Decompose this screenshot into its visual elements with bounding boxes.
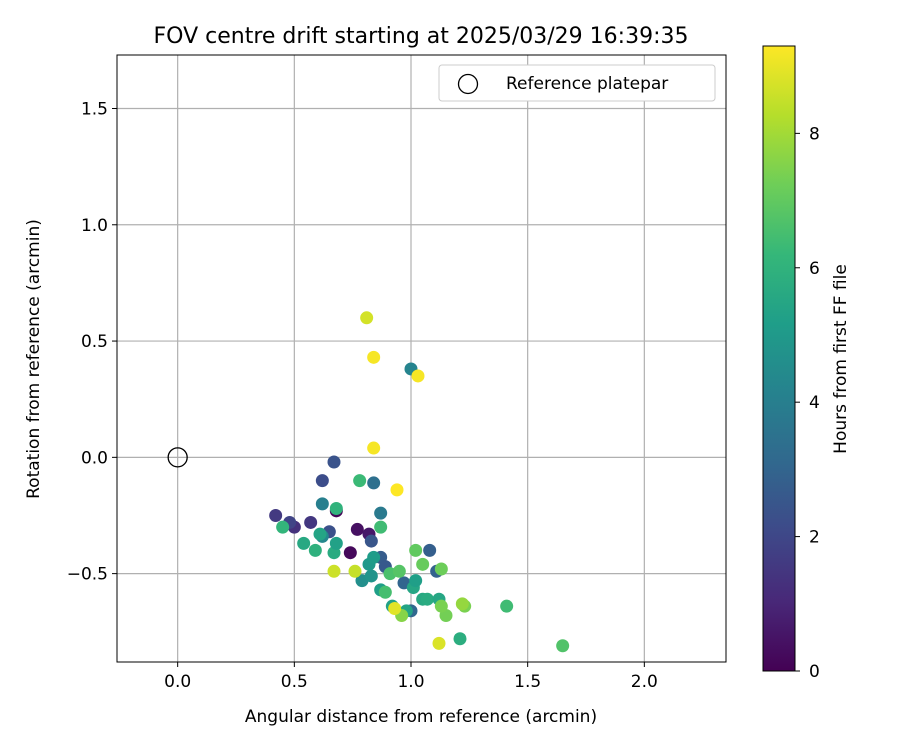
- x-tick-label: 2.0: [631, 672, 658, 692]
- data-point: [411, 369, 425, 383]
- data-point: [388, 602, 402, 616]
- data-point: [364, 534, 378, 548]
- data-point: [434, 562, 448, 576]
- data-point: [308, 543, 322, 557]
- data-point: [390, 483, 404, 497]
- data-point: [367, 476, 381, 490]
- data-point: [434, 599, 448, 613]
- data-point: [392, 564, 406, 578]
- data-point: [367, 441, 381, 455]
- data-point: [360, 311, 374, 325]
- data-point: [304, 515, 318, 529]
- data-point: [409, 543, 423, 557]
- data-point: [348, 564, 362, 578]
- data-point: [343, 546, 357, 560]
- data-point: [453, 632, 467, 646]
- data-point: [367, 550, 381, 564]
- x-tick-label: 1.0: [397, 672, 424, 692]
- y-tick-label: 1.0: [81, 216, 108, 236]
- y-tick-label: 0.5: [81, 332, 108, 352]
- data-point: [367, 350, 381, 364]
- colorbar-gradient: [762, 45, 796, 672]
- colorbar-tick-label: 8: [809, 124, 820, 144]
- points-layer: [269, 311, 570, 653]
- legend: Reference platepar: [438, 64, 716, 102]
- data-point: [313, 527, 327, 541]
- data-point: [327, 564, 341, 578]
- reference-layer: [167, 447, 188, 468]
- data-point: [420, 592, 434, 606]
- colorbar-label: Hours from first FF file: [831, 264, 851, 454]
- colorbar: 0 2 4 6 8 Hours from first FF file: [762, 45, 851, 682]
- data-point: [423, 543, 437, 557]
- data-point: [500, 599, 514, 613]
- grid-layer: [117, 55, 726, 662]
- plot-area-frame: [116, 54, 727, 663]
- data-point: [276, 520, 290, 534]
- x-axis-ticks: 0.0 0.5 1.0 1.5 2.0: [164, 662, 658, 692]
- data-point: [378, 585, 392, 599]
- data-point: [374, 506, 388, 520]
- y-tick-label: 1.5: [81, 99, 108, 119]
- data-point: [269, 508, 283, 522]
- data-point: [350, 522, 364, 536]
- data-point: [556, 639, 570, 653]
- data-point: [315, 474, 329, 488]
- data-point: [374, 520, 388, 534]
- y-axis-label: Rotation from reference (arcmin): [24, 219, 44, 499]
- data-point: [315, 497, 329, 511]
- y-tick-label: −0.5: [67, 565, 108, 585]
- data-point: [416, 557, 430, 571]
- data-point: [329, 536, 343, 550]
- data-point: [364, 569, 378, 583]
- data-point: [353, 474, 367, 488]
- colorbar-tick-label: 2: [809, 528, 820, 548]
- data-point: [327, 455, 341, 469]
- legend-label: Reference platepar: [506, 74, 668, 94]
- data-point: [409, 574, 423, 588]
- reference-platepar-marker: [167, 447, 188, 468]
- colorbar-tick-label: 0: [809, 662, 820, 682]
- legend-marker-open-circle: [457, 73, 479, 95]
- data-point: [455, 597, 469, 611]
- x-tick-label: 1.5: [514, 672, 541, 692]
- colorbar-tick-label: 6: [809, 259, 820, 279]
- colorbar-ticks: 0 2 4 6 8: [795, 124, 820, 682]
- y-axis-ticks: −0.5 0.0 0.5 1.0 1.5: [67, 99, 117, 585]
- x-tick-label: 0.5: [281, 672, 308, 692]
- data-point: [329, 502, 343, 516]
- data-point: [297, 536, 311, 550]
- legend-box: [438, 64, 716, 102]
- y-tick-label: 0.0: [81, 448, 108, 468]
- chart-title: FOV centre drift starting at 2025/03/29 …: [154, 24, 689, 49]
- x-axis-label: Angular distance from reference (arcmin): [245, 707, 597, 727]
- x-tick-label: 0.0: [164, 672, 191, 692]
- data-point: [432, 636, 446, 650]
- colorbar-tick-label: 4: [809, 393, 820, 413]
